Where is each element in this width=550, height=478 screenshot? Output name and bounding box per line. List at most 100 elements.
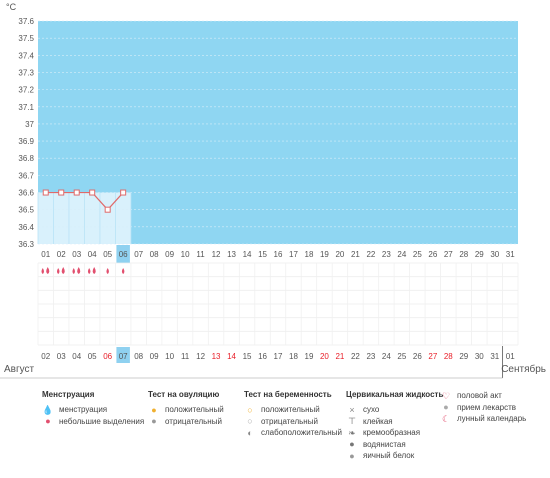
legend-ovulation-test: Тест на овуляцию ● положительный ● отриц… xyxy=(148,390,224,427)
x-tick-label: 11 xyxy=(196,250,205,259)
bottom-day-label: 03 xyxy=(57,352,66,361)
drop-icon: ● xyxy=(45,416,51,427)
x-tick-label: 07 xyxy=(134,250,143,259)
legend-item-label: клейкая xyxy=(363,416,393,426)
bottom-day-label: 24 xyxy=(382,352,391,361)
legend-item: ● небольшие выделения xyxy=(42,416,144,428)
legend-title: Цервикальная жидкость xyxy=(346,390,444,399)
egg-white-icon: ● xyxy=(349,450,355,461)
negative-ovulation-icon: ● xyxy=(151,416,157,427)
y-tick-label: 37.1 xyxy=(18,103,34,112)
bottom-day-label: 07 xyxy=(119,352,128,361)
creamy-icon: ❧ xyxy=(348,427,356,438)
legend-item: ○ отрицательный xyxy=(244,416,342,428)
x-tick-label: 23 xyxy=(382,250,391,259)
bottom-day-label: 05 xyxy=(88,352,97,361)
legend-item: ● отрицательный xyxy=(148,416,224,428)
legend-item: ☾ лунный календарь xyxy=(440,413,526,425)
menstruation-drop-icon xyxy=(61,267,65,274)
x-tick-label: 17 xyxy=(289,250,298,259)
y-tick-label: 37.2 xyxy=(18,86,34,95)
current-day-highlight-bottom xyxy=(116,347,130,363)
legend-item-label: яичный белок xyxy=(363,451,415,461)
x-tick-label: 21 xyxy=(351,250,360,259)
negative-pregnancy-icon: ○ xyxy=(247,416,253,427)
x-tick-label: 09 xyxy=(165,250,174,259)
y-unit-label: °C xyxy=(6,2,17,12)
legend-item-label: водянистая xyxy=(363,439,406,449)
x-tick-label: 30 xyxy=(490,250,499,259)
legend-item: ● положительный xyxy=(148,404,224,416)
sticky-icon: ⊤ xyxy=(348,416,356,427)
light-spotting-drop-icon xyxy=(106,268,109,274)
legend-pregnancy-test: Тест на беременность ○ положительный ○ о… xyxy=(244,390,342,439)
x-tick-label: 04 xyxy=(88,250,97,259)
y-tick-label: 37.6 xyxy=(18,17,34,26)
legend-item: ● прием лекарств xyxy=(440,402,526,414)
dry-icon: × xyxy=(349,404,355,415)
menstruation-drop-icon xyxy=(41,268,44,274)
bottom-day-label: 04 xyxy=(72,352,81,361)
legend-menstruation: Менструация 💧 менструация ● небольшие вы… xyxy=(42,390,144,427)
light-spotting-drop-icon xyxy=(121,268,125,274)
temperature-chart: 37.6 37.5 37.4 37.3 37.2 37.1 37 36.9 36.8 36.7 36… xyxy=(0,2,519,379)
legend-cervical-fluid: Цервикальная жидкость × сухо ⊤ клейкая ❧… xyxy=(346,390,443,462)
x-tick-label: 16 xyxy=(274,250,283,259)
bottom-day-label: 08 xyxy=(134,352,143,361)
x-tick-label: 24 xyxy=(397,250,406,259)
legend-item-label: половой акт xyxy=(457,391,502,401)
bottom-day-label: 11 xyxy=(181,352,190,361)
x-tick-label: 10 xyxy=(181,250,190,259)
y-tick-label: 36.4 xyxy=(18,223,34,232)
legend-item: ○ положительный xyxy=(244,404,342,416)
legend-item: ❧ кремообразная xyxy=(346,427,443,439)
y-tick-label: 37.3 xyxy=(18,68,34,77)
x-tick-label: 31 xyxy=(506,250,515,259)
bottom-day-label: 09 xyxy=(150,352,159,361)
bottom-day-label: 12 xyxy=(196,352,205,361)
x-tick-label: 02 xyxy=(57,250,66,259)
bottom-day-label: 30 xyxy=(475,352,484,361)
x-tick-label: 03 xyxy=(72,250,81,259)
x-tick-label: 13 xyxy=(227,250,236,259)
legend-item-label: менструация xyxy=(59,405,108,415)
bottom-day-label: 18 xyxy=(289,352,298,361)
x-tick-label: 05 xyxy=(103,250,112,259)
temperature-point xyxy=(73,189,80,196)
month-label-august: Август xyxy=(4,364,35,375)
y-tick-label: 36.3 xyxy=(18,240,34,249)
positive-ovulation-icon: ● xyxy=(151,404,157,415)
legend-item-label: отрицательный xyxy=(165,416,222,426)
y-tick-label: 36.5 xyxy=(18,206,34,215)
x-tick-label: 01 xyxy=(41,250,50,259)
bottom-day-label: 29 xyxy=(459,352,468,361)
pill-icon: ● xyxy=(443,402,449,413)
legend-item-label: прием лекарств xyxy=(457,402,517,412)
bottom-day-label: 14 xyxy=(227,352,236,361)
x-tick-label: 26 xyxy=(428,250,437,259)
y-tick-label: 37 xyxy=(25,120,34,129)
x-tick-label: 12 xyxy=(212,250,221,259)
legend-item-label: лунный календарь xyxy=(457,414,527,424)
legend-item: ● яичный белок xyxy=(346,450,443,462)
drops-icon: 💧 xyxy=(42,404,54,415)
y-tick-label: 36.8 xyxy=(18,154,34,163)
bottom-day-label: 25 xyxy=(397,352,406,361)
legend-title: Тест на беременность xyxy=(244,390,332,399)
bottom-day-label: 28 xyxy=(444,352,453,361)
legend-item: ● водянистая xyxy=(346,439,443,451)
bottom-day-label: 21 xyxy=(335,352,344,361)
legend-item-label: небольшие выделения xyxy=(59,416,145,426)
legend-item-label: положительный xyxy=(261,405,320,415)
legend-title: Менструация xyxy=(42,390,95,399)
x-tick-label: 19 xyxy=(320,250,329,259)
legend-item-label: отрицательный xyxy=(261,416,318,426)
bottom-day-label: 26 xyxy=(413,352,422,361)
temperature-point xyxy=(89,189,96,196)
x-tick-label: 08 xyxy=(150,250,159,259)
bottom-day-label: 15 xyxy=(243,352,252,361)
bottom-day-label: 16 xyxy=(258,352,267,361)
bottom-day-label: 06 xyxy=(103,352,112,361)
bottom-day-label: 13 xyxy=(212,352,221,361)
menstruation-drop-icon xyxy=(56,268,60,274)
